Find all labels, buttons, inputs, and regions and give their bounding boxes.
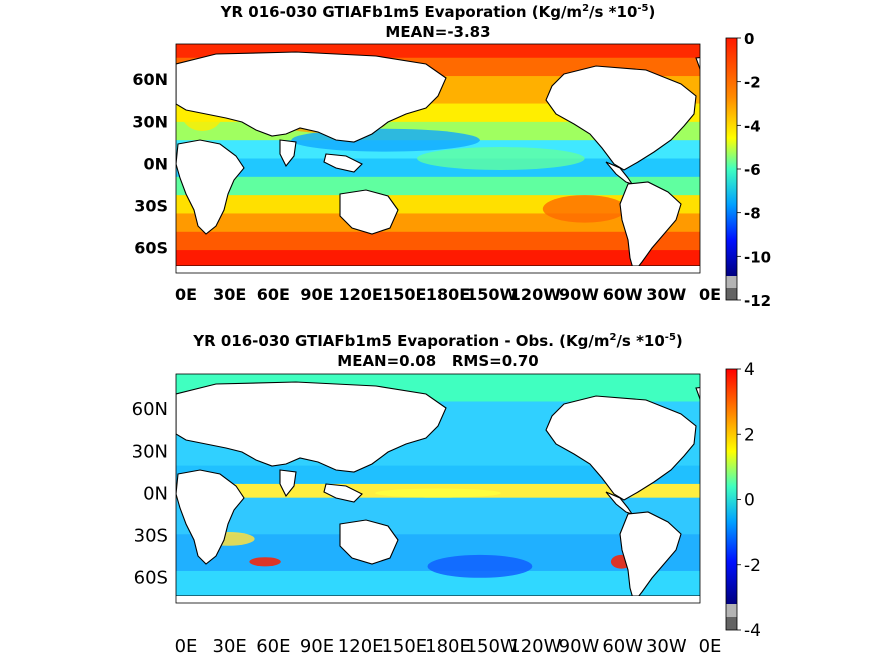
chart2-antarctic-fill [176, 596, 700, 603]
chart1-colorbar-ticklabel: 0 [744, 30, 754, 48]
chart1-title-mid: /s *10 [589, 3, 637, 21]
chart2-title-sup1: 2 [609, 332, 616, 343]
chart1-map [176, 44, 700, 273]
chart2-field-blob [375, 488, 501, 498]
chart2-xtick: 150W [466, 636, 518, 656]
chart1-ytick: 60N [132, 70, 168, 89]
chart1-colorbar-ticklabel: -4 [744, 117, 761, 135]
chart2-colorbar: 4 2 0 -2 -4 [725, 360, 761, 641]
chart2-ytick: 30N [132, 441, 168, 462]
chart1-field-band [176, 231, 700, 252]
chart2-xtick: 180E [425, 636, 471, 656]
chart1-colorbar-ticklabel: -6 [744, 161, 761, 179]
chart2-colorbar-ticklabel: -2 [744, 556, 761, 576]
chart1-colorbar-ticklabel: -2 [744, 74, 761, 92]
chart1-xtick: 60E [257, 285, 290, 304]
chart2-colorbar-bar [726, 369, 737, 604]
chart2-field-blob [249, 557, 281, 567]
chart1-subtitle: MEAN=-3.83 [385, 23, 490, 41]
chart2-ytick: 30S [134, 526, 168, 547]
chart2-xtick: 150E [381, 636, 427, 656]
chart1-xtick: 90W [559, 285, 599, 304]
chart2-colorbar-low-dark [726, 617, 737, 630]
chart2-field-band [176, 497, 700, 536]
chart1-xtick: 60W [603, 285, 643, 304]
chart1-xtick: 120E [339, 285, 383, 304]
chart1-ytick: 0N [143, 154, 168, 173]
chart2-xtick: 0E [699, 636, 722, 656]
chart1-yticks: 60N 30N 0N 30S 60S [132, 70, 168, 258]
chart1-colorbar-ticklabel: -8 [744, 205, 761, 223]
chart1-colorbar: 0 -2 -4 -6 -8 -10 -12 [725, 30, 771, 310]
chart1-xtick: 30E [213, 285, 246, 304]
chart2-yticks: 60N 30N 0N 30S 60S [132, 399, 168, 589]
chart2-map [176, 374, 700, 603]
chart2-title-sup2: -5 [665, 332, 676, 343]
chart2-ytick: 60S [134, 568, 168, 589]
chart1-colorbar-ticklabel: -10 [744, 248, 771, 266]
chart1-colorbar-ticklabel: -12 [744, 292, 771, 310]
chart1-ytick: 30S [134, 197, 168, 216]
chart2-xtick: 120W [509, 636, 561, 656]
chart1-colorbar-low-dark [726, 288, 737, 300]
chart1-antarctic-fill [176, 266, 700, 273]
chart2-frame [175, 373, 701, 604]
chart1-title-end: ) [649, 3, 656, 21]
chart2-xtick: 60E [256, 636, 290, 656]
chart2-xtick: 30E [213, 636, 247, 656]
chart1-xtick: 30W [646, 285, 686, 304]
chart2-title-main: YR 016-030 GTIAFb1m5 Evaporation - Obs. … [192, 332, 609, 350]
chart2-xtick: 0E [175, 636, 198, 656]
chart2-colorbar-ticklabel: 0 [744, 491, 755, 511]
chart1-xtick: 180E [426, 285, 470, 304]
chart2-xtick: 90W [559, 636, 600, 656]
chart2-xtick: 90E [300, 636, 334, 656]
chart1-xtick: 150E [382, 285, 426, 304]
chart1-title-main: YR 016-030 GTIAFb1m5 Evaporation (Kg/m [220, 3, 582, 21]
chart2-ytick: 0N [143, 483, 168, 504]
chart1-title: YR 016-030 GTIAFb1m5 Evaporation (Kg/m2/… [220, 3, 656, 21]
chart2-xtick: 30W [646, 636, 687, 656]
chart2-colorbar-ticks: 4 2 0 -2 -4 [737, 360, 761, 641]
chart2-colorbar-low-grey [726, 604, 737, 617]
chart1-field-band [176, 176, 700, 197]
chart2-colorbar-ticklabel: 2 [744, 425, 755, 445]
chart2-title-end: ) [676, 332, 683, 350]
chart1-colorbar-ticks: 0 -2 -4 -6 -8 -10 -12 [737, 30, 771, 310]
chart1-colorbar-bar [726, 38, 737, 276]
chart2-title-mid: /s *10 [616, 332, 664, 350]
chart1-ytick: 60S [134, 239, 168, 258]
chart2-title: YR 016-030 GTIAFb1m5 Evaporation - Obs. … [192, 332, 683, 350]
chart2-xtick: 60W [602, 636, 643, 656]
chart-panel-1: YR 016-030 GTIAFb1m5 Evaporation (Kg/m2/… [132, 3, 771, 310]
chart1-field-blob [542, 195, 627, 223]
chart2-field-blob [427, 554, 533, 578]
chart1-colorbar-low-grey [726, 276, 737, 288]
chart1-xtick: 90E [300, 285, 333, 304]
chart1-field-blob [417, 147, 585, 170]
chart2-subtitle: MEAN=0.08 RMS=0.70 [337, 352, 538, 370]
chart1-title-sup1: 2 [582, 3, 589, 14]
chart-panel-2: YR 016-030 GTIAFb1m5 Evaporation - Obs. … [132, 332, 761, 656]
chart1-ytick: 30N [132, 112, 168, 131]
chart1-xtick: 0E [175, 285, 197, 304]
chart1-xtick: 120W [510, 285, 561, 304]
chart1-xtick: 150W [466, 285, 517, 304]
chart1-frame [175, 43, 701, 274]
chart2-ytick: 60N [132, 399, 168, 420]
chart2-colorbar-ticklabel: -4 [744, 621, 761, 641]
chart2-xtick: 120E [338, 636, 384, 656]
chart1-xtick: 0E [699, 285, 721, 304]
chart2-colorbar-ticklabel: 4 [744, 360, 755, 380]
chart2-field-band [176, 465, 700, 485]
chart1-title-sup2: -5 [637, 3, 648, 14]
